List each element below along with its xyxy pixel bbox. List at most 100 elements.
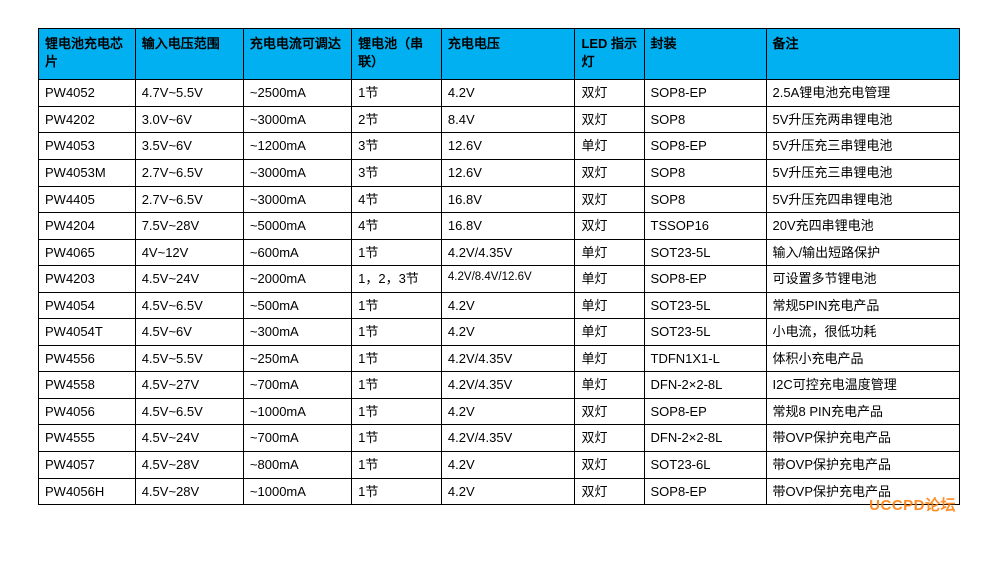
col-header-cells: 锂电池（串联）	[352, 29, 442, 80]
table-row: PW40544.5V~6.5V~500mA1节4.2V单灯SOT23-5L常规5…	[39, 292, 960, 319]
cell-vchg: 4.2V/4.35V	[441, 239, 575, 266]
cell-cells: 1节	[352, 80, 442, 107]
cell-pkg: SOP8-EP	[644, 133, 766, 160]
cell-imax: ~1000mA	[243, 478, 351, 505]
cell-vin: 4.5V~5.5V	[135, 345, 243, 372]
cell-pkg: SOT23-6L	[644, 452, 766, 479]
cell-vchg: 12.6V	[441, 160, 575, 187]
cell-pkg: SOP8	[644, 106, 766, 133]
cell-imax: ~3000mA	[243, 106, 351, 133]
cell-imax: ~2000mA	[243, 266, 351, 293]
cell-chip: PW4056	[39, 398, 136, 425]
cell-led: 双灯	[575, 398, 644, 425]
cell-chip: PW4555	[39, 425, 136, 452]
cell-imax: ~800mA	[243, 452, 351, 479]
cell-cells: 1节	[352, 292, 442, 319]
cell-vchg: 12.6V	[441, 133, 575, 160]
cell-imax: ~300mA	[243, 319, 351, 346]
cell-imax: ~1200mA	[243, 133, 351, 160]
table-row: PW40533.5V~6V~1200mA3节12.6V单灯SOP8-EP5V升压…	[39, 133, 960, 160]
cell-vin: 4.5V~6.5V	[135, 292, 243, 319]
cell-vchg: 4.2V/4.35V	[441, 345, 575, 372]
cell-cells: 4节	[352, 213, 442, 240]
cell-vin: 7.5V~28V	[135, 213, 243, 240]
table-row: PW40564.5V~6.5V~1000mA1节4.2V双灯SOP8-EP常规8…	[39, 398, 960, 425]
cell-pkg: SOP8-EP	[644, 398, 766, 425]
cell-pkg: SOP8-EP	[644, 478, 766, 505]
table-row: PW42047.5V~28V~5000mA4节16.8V双灯TSSOP1620V…	[39, 213, 960, 240]
table-row: PW42034.5V~24V~2000mA1，2，3节4.2V/8.4V/12.…	[39, 266, 960, 293]
cell-chip: PW4054	[39, 292, 136, 319]
cell-chip: PW4202	[39, 106, 136, 133]
cell-vin: 4.7V~5.5V	[135, 80, 243, 107]
cell-vin: 2.7V~6.5V	[135, 160, 243, 187]
cell-imax: ~1000mA	[243, 398, 351, 425]
cell-cells: 1节	[352, 425, 442, 452]
table-row: PW40654V~12V~600mA1节4.2V/4.35V单灯SOT23-5L…	[39, 239, 960, 266]
cell-cells: 1节	[352, 372, 442, 399]
cell-pkg: DFN-2×2-8L	[644, 425, 766, 452]
cell-imax: ~500mA	[243, 292, 351, 319]
cell-led: 双灯	[575, 186, 644, 213]
cell-chip: PW4558	[39, 372, 136, 399]
cell-led: 单灯	[575, 133, 644, 160]
cell-vchg: 4.2V	[441, 398, 575, 425]
cell-vchg: 4.2V/4.35V	[441, 425, 575, 452]
table-row: PW44052.7V~6.5V~3000mA4节16.8V双灯SOP85V升压充…	[39, 186, 960, 213]
cell-cells: 2节	[352, 106, 442, 133]
cell-pkg: SOP8	[644, 186, 766, 213]
cell-imax: ~3000mA	[243, 186, 351, 213]
cell-led: 双灯	[575, 425, 644, 452]
cell-cells: 1节	[352, 319, 442, 346]
cell-chip: PW4054T	[39, 319, 136, 346]
cell-note: 5V升压充三串锂电池	[766, 160, 959, 187]
table-row: PW4054T4.5V~6V~300mA1节4.2V单灯SOT23-5L小电流，…	[39, 319, 960, 346]
cell-pkg: SOT23-5L	[644, 319, 766, 346]
cell-vchg: 4.2V	[441, 452, 575, 479]
cell-led: 双灯	[575, 80, 644, 107]
cell-vin: 2.7V~6.5V	[135, 186, 243, 213]
cell-note: 5V升压充两串锂电池	[766, 106, 959, 133]
cell-led: 双灯	[575, 213, 644, 240]
cell-chip: PW4056H	[39, 478, 136, 505]
table-row: PW45584.5V~27V~700mA1节4.2V/4.35V单灯DFN-2×…	[39, 372, 960, 399]
cell-note: I2C可控充电温度管理	[766, 372, 959, 399]
cell-vin: 4.5V~27V	[135, 372, 243, 399]
cell-imax: ~250mA	[243, 345, 351, 372]
cell-chip: PW4053M	[39, 160, 136, 187]
charger-chip-table: 锂电池充电芯片输入电压范围充电电流可调达锂电池（串联）充电电压LED 指示灯封装…	[38, 28, 960, 505]
cell-note: 5V升压充三串锂电池	[766, 133, 959, 160]
cell-cells: 1节	[352, 239, 442, 266]
cell-led: 单灯	[575, 372, 644, 399]
cell-vin: 4.5V~24V	[135, 266, 243, 293]
table-header-row: 锂电池充电芯片输入电压范围充电电流可调达锂电池（串联）充电电压LED 指示灯封装…	[39, 29, 960, 80]
col-header-vin: 输入电压范围	[135, 29, 243, 80]
cell-led: 双灯	[575, 452, 644, 479]
cell-chip: PW4052	[39, 80, 136, 107]
cell-pkg: SOP8-EP	[644, 80, 766, 107]
cell-imax: ~600mA	[243, 239, 351, 266]
cell-note: 带OVP保护充电产品	[766, 452, 959, 479]
cell-led: 单灯	[575, 292, 644, 319]
col-header-imax: 充电电流可调达	[243, 29, 351, 80]
cell-cells: 1节	[352, 478, 442, 505]
cell-note: 体积小充电产品	[766, 345, 959, 372]
cell-vin: 3.0V~6V	[135, 106, 243, 133]
cell-cells: 3节	[352, 160, 442, 187]
cell-note: 输入/输出短路保护	[766, 239, 959, 266]
cell-cells: 4节	[352, 186, 442, 213]
col-header-vchg: 充电电压	[441, 29, 575, 80]
cell-vin: 4.5V~28V	[135, 452, 243, 479]
table-row: PW45554.5V~24V~700mA1节4.2V/4.35V双灯DFN-2×…	[39, 425, 960, 452]
cell-note: 带OVP保护充电产品	[766, 425, 959, 452]
table-body: PW40524.7V~5.5V~2500mA1节4.2V双灯SOP8-EP2.5…	[39, 80, 960, 505]
cell-pkg: DFN-2×2-8L	[644, 372, 766, 399]
cell-vchg: 4.2V	[441, 292, 575, 319]
cell-vin: 4.5V~6.5V	[135, 398, 243, 425]
cell-led: 单灯	[575, 266, 644, 293]
cell-pkg: SOT23-5L	[644, 292, 766, 319]
cell-pkg: SOP8	[644, 160, 766, 187]
cell-pkg: SOP8-EP	[644, 266, 766, 293]
cell-vchg: 8.4V	[441, 106, 575, 133]
cell-led: 单灯	[575, 319, 644, 346]
